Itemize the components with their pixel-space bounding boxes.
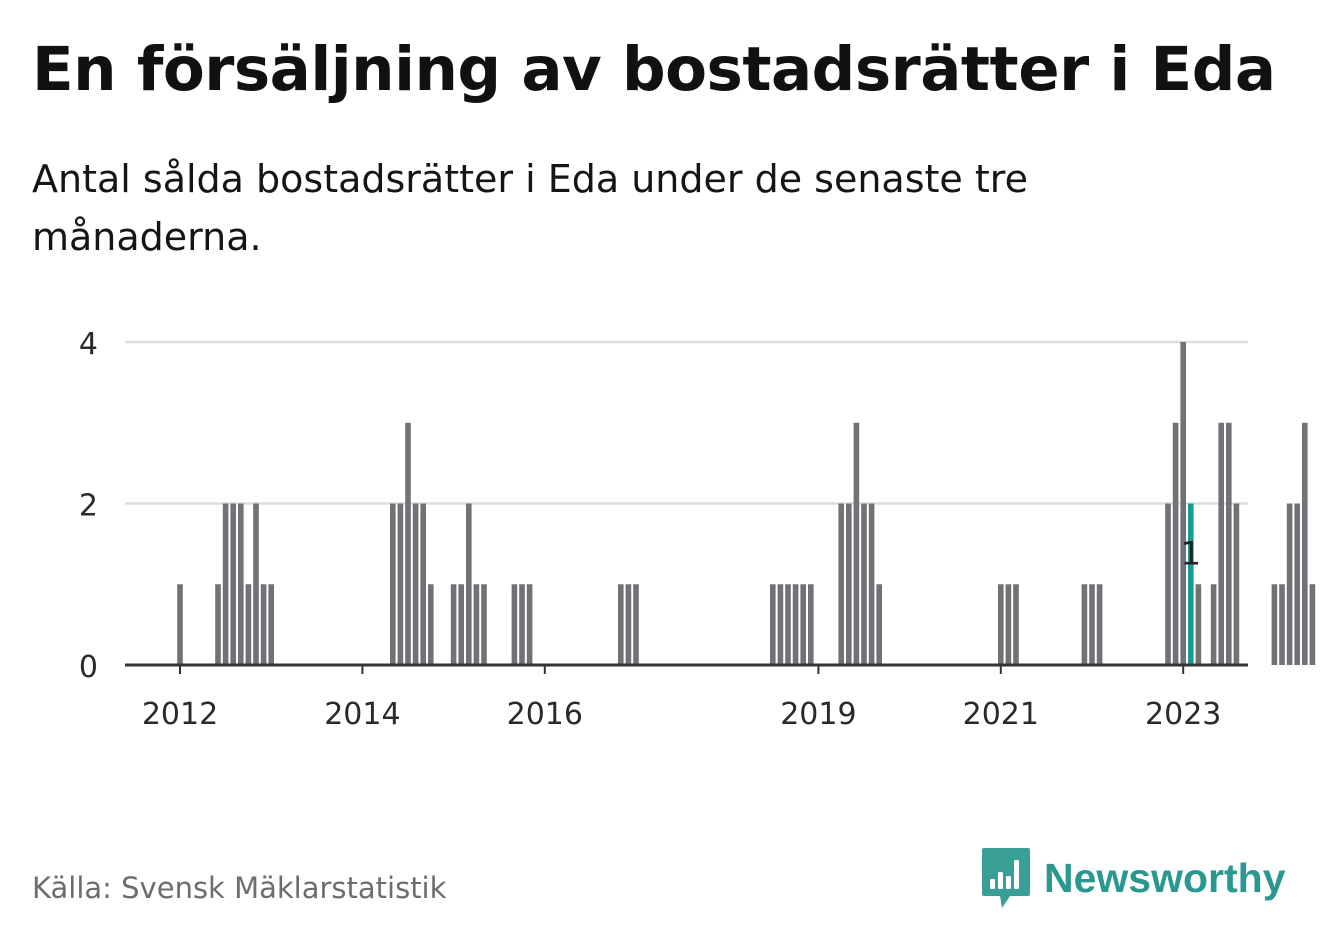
bar [397, 503, 404, 665]
brand-name: Newsworthy [1044, 854, 1286, 901]
bar-chart: 2012 2014 2016 2019 2021 2023 0 2 4 1 [79, 327, 1316, 732]
x-tick-label: 2023 [1145, 697, 1221, 732]
bar [511, 584, 518, 665]
bar [1226, 422, 1232, 665]
bar [618, 584, 624, 665]
bar [1089, 584, 1095, 665]
y-axis-ticks: 0 2 4 [79, 327, 98, 685]
bar [1309, 584, 1316, 665]
bar [260, 584, 267, 665]
bar [1271, 584, 1278, 665]
bar [1165, 503, 1171, 665]
bar [633, 584, 639, 665]
bar [238, 503, 244, 665]
bars [177, 342, 1316, 665]
gridlines [125, 340, 1248, 505]
bar [1286, 503, 1293, 665]
bar [177, 584, 183, 665]
bar [1005, 584, 1012, 665]
bar [428, 584, 434, 665]
bar [222, 503, 229, 665]
bar [1294, 503, 1300, 665]
highlight-value-label: 1 [1181, 534, 1201, 572]
x-axis-ticks: 2012 2014 2016 2019 2021 2023 [142, 665, 1221, 732]
source-note: Källa: Svensk Mäklarstatistik [32, 871, 447, 905]
bar [785, 584, 791, 665]
bar [808, 584, 814, 665]
bar [846, 503, 852, 665]
bar [777, 584, 784, 665]
bar [792, 584, 799, 665]
bar [1279, 584, 1285, 665]
bar [1180, 342, 1186, 665]
bar [268, 584, 274, 665]
bar [466, 503, 472, 665]
bar [390, 503, 396, 665]
newsworthy-logo: Newsworthy [980, 846, 1286, 910]
bar [1218, 422, 1224, 665]
bar [412, 503, 419, 665]
bar [253, 503, 259, 665]
bar [519, 584, 525, 665]
bar [625, 584, 632, 665]
bar [876, 584, 882, 665]
chart-subtitle: Antal sålda bostadsrätter i Eda under de… [32, 157, 1028, 259]
data-labels: 1 [1181, 534, 1201, 572]
bar [1172, 422, 1179, 665]
bar-chart-speech-bubble-icon [982, 848, 1030, 908]
bar [405, 422, 411, 665]
x-tick-label: 2014 [324, 697, 400, 732]
bar [1302, 422, 1308, 665]
bar [526, 584, 533, 665]
x-tick-label: 2016 [507, 697, 583, 732]
bar [215, 584, 221, 665]
bar [770, 584, 776, 665]
y-tick-label: 2 [79, 489, 98, 524]
bar [1233, 503, 1240, 665]
bar [1081, 584, 1088, 665]
bar [458, 584, 464, 665]
highlight-bar [1188, 503, 1194, 665]
bar [838, 503, 844, 665]
y-tick-label: 0 [79, 650, 98, 685]
bar [230, 503, 236, 665]
x-tick-label: 2019 [780, 697, 856, 732]
x-tick-label: 2012 [142, 697, 218, 732]
bar [868, 503, 875, 665]
chart-title: En försäljning av bostadsrätter i Eda [32, 34, 1276, 105]
bar [450, 584, 457, 665]
x-tick-label: 2021 [963, 697, 1039, 732]
bar [1096, 584, 1103, 665]
bar [1210, 584, 1217, 665]
bar [998, 584, 1004, 665]
bar [481, 584, 487, 665]
bar [800, 584, 806, 665]
bar [1195, 584, 1202, 665]
bar [245, 584, 252, 665]
y-tick-label: 4 [79, 327, 98, 362]
bar [853, 422, 860, 665]
bar [861, 503, 867, 665]
bar [420, 503, 426, 665]
bar [1013, 584, 1019, 665]
bar [473, 584, 480, 665]
